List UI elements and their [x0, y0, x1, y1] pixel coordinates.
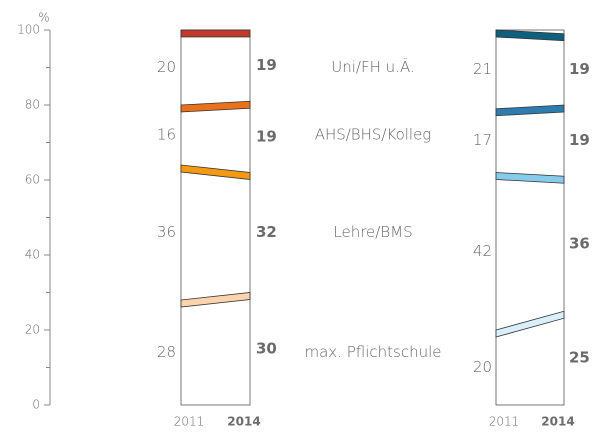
x-tick-label: 2014 [227, 415, 260, 429]
boundary-band [180, 292, 251, 308]
y-tick-label: 20 [25, 323, 40, 337]
y-tick-label: 40 [25, 248, 40, 262]
value-label: 19 [569, 131, 590, 149]
value-label: 42 [473, 242, 492, 260]
value-label: 25 [569, 349, 590, 367]
x-tick-label: 2014 [541, 415, 574, 429]
value-label: 36 [157, 223, 176, 241]
value-label: 20 [473, 358, 492, 376]
y-tick-label: 80 [25, 98, 40, 112]
column [180, 29, 251, 406]
column [495, 29, 565, 406]
boundary-band [495, 104, 565, 117]
x-tick-label: 2011 [174, 415, 205, 429]
category-label: Lehre/BMS [333, 223, 412, 241]
y-axis-label: % [38, 11, 49, 25]
value-label: 16 [157, 126, 176, 144]
value-label: 19 [256, 56, 277, 74]
boundary-band [180, 29, 251, 38]
boundary-band [180, 164, 251, 180]
value-label: 28 [157, 343, 176, 361]
value-label: 21 [473, 60, 492, 78]
value-label: 19 [256, 127, 277, 145]
x-tick-label: 2011 [489, 415, 520, 429]
value-label: 19 [569, 60, 590, 78]
boundary-band [495, 29, 565, 42]
value-label: 36 [569, 234, 590, 252]
value-label: 17 [473, 131, 492, 149]
value-label: 20 [157, 58, 176, 76]
y-tick-label: 60 [25, 173, 40, 187]
category-label: max. Pflichtschule [305, 343, 442, 361]
category-label: AHS/BHS/Kolleg [315, 126, 432, 144]
y-tick-label: 0 [32, 398, 40, 412]
y-tick-label: 100 [17, 23, 40, 37]
value-label: 32 [256, 223, 277, 241]
category-label: Uni/FH u.Ä. [331, 57, 414, 76]
value-label: 30 [256, 339, 277, 357]
boundary-band [495, 172, 565, 184]
boundary-band [180, 100, 251, 113]
boundary-band [495, 310, 565, 338]
